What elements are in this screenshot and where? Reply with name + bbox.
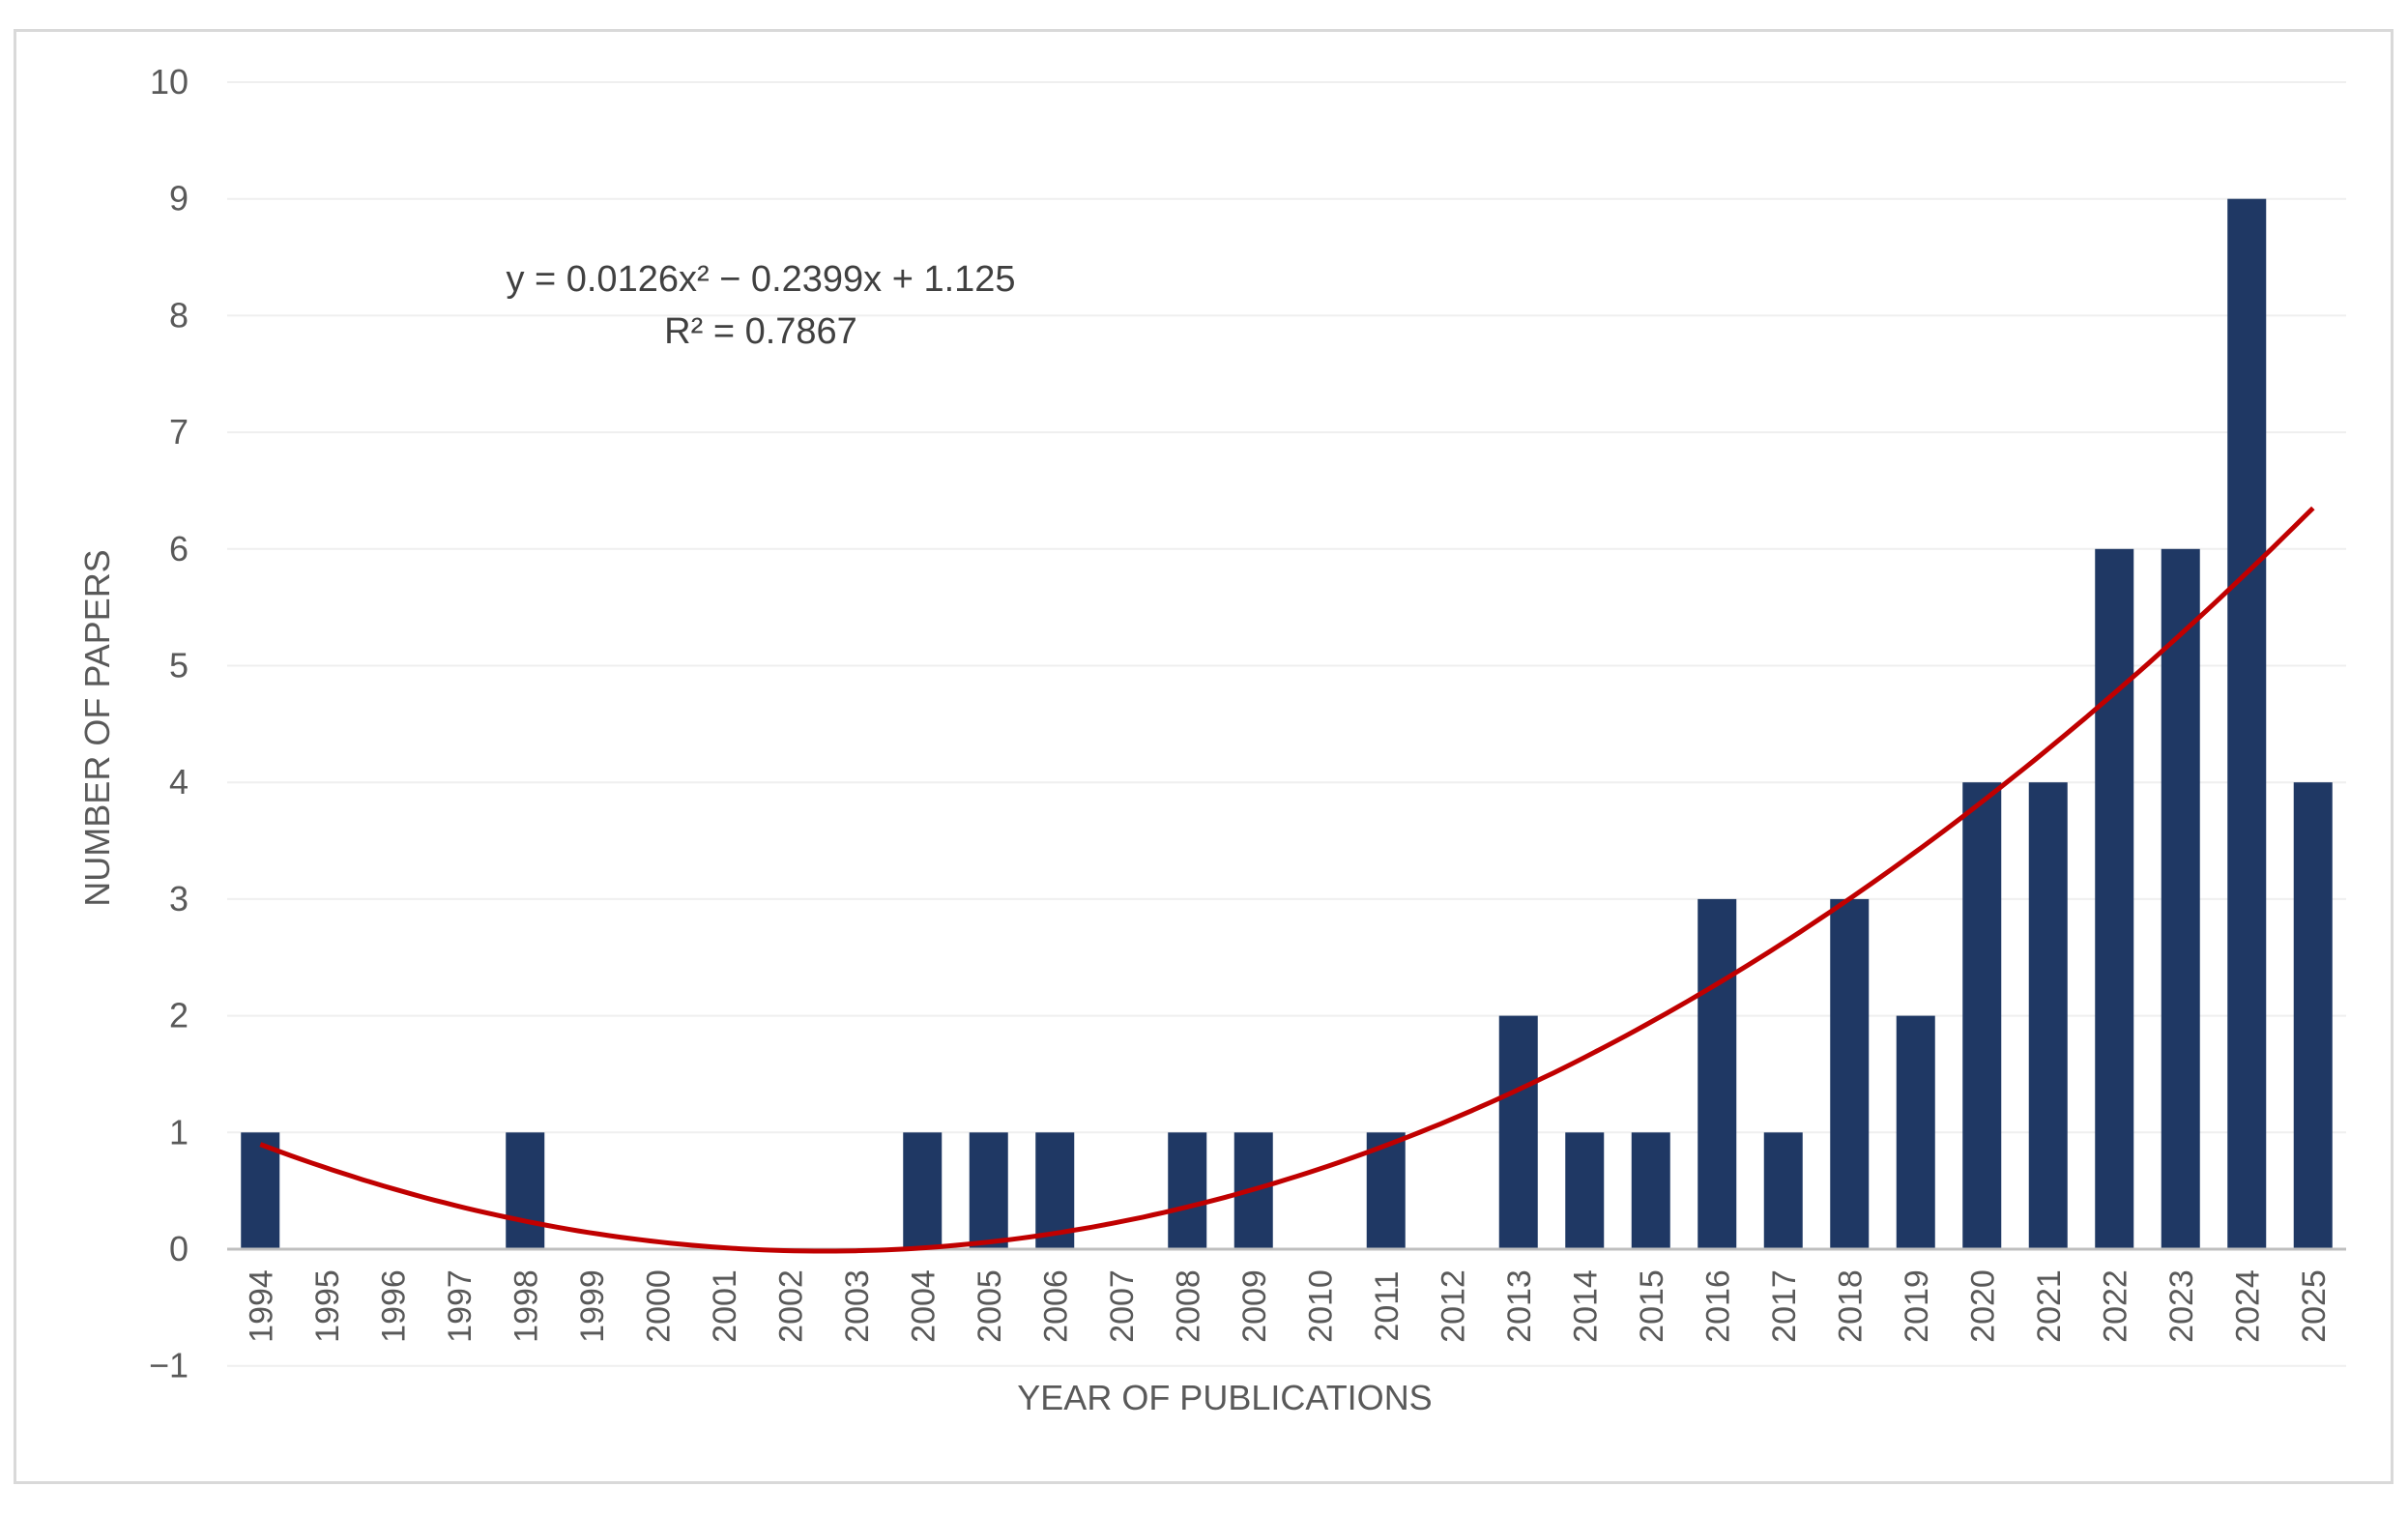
bar-2014 — [1565, 1132, 1605, 1249]
y-tick-label: −1 — [149, 1346, 189, 1385]
bar-chart: −1 0 1 2 3 4 5 6 7 8 9 10 1994 1995 1996 1997 1998 1999 2… — [77, 62, 2346, 1417]
x-tick-label: 1997 — [442, 1269, 479, 1343]
x-tick-label: 2005 — [972, 1269, 1008, 1343]
x-tick-label: 2019 — [1899, 1269, 1935, 1343]
x-tick-label: 1996 — [375, 1269, 412, 1343]
x-tick-label: 2016 — [1699, 1269, 1736, 1343]
x-tick-label: 2014 — [1567, 1269, 1604, 1343]
y-tick-label: 3 — [169, 879, 189, 918]
bar-2017 — [1763, 1132, 1803, 1249]
x-tick-label: 2000 — [640, 1269, 677, 1343]
bar-2013 — [1498, 1015, 1538, 1249]
trendline — [259, 506, 2315, 1254]
x-tick-label: 2001 — [707, 1269, 743, 1343]
bar-2024 — [2227, 198, 2267, 1250]
x-tick-label: 2003 — [839, 1269, 876, 1343]
x-tick-label: 2021 — [2031, 1269, 2068, 1343]
gridlines — [227, 81, 2346, 1367]
trendline-equation: y = 0.0126x² − 0.2399x + 1.125 — [506, 259, 1015, 300]
x-tick-label: 2002 — [772, 1269, 809, 1343]
y-tick-label: 0 — [169, 1229, 189, 1268]
x-tick-label: 2025 — [2296, 1269, 2333, 1343]
bar-2021 — [2028, 782, 2068, 1249]
y-tick-label: 8 — [169, 295, 189, 335]
x-tick-label: 2012 — [1435, 1269, 1471, 1343]
y-tick-label: 6 — [169, 529, 189, 568]
bar-2020 — [1962, 782, 2002, 1249]
x-tick-label: 1994 — [243, 1269, 279, 1343]
bars — [241, 198, 2333, 1250]
y-tick-label: 9 — [169, 179, 189, 219]
x-tick-label: 1998 — [508, 1269, 544, 1343]
y-axis-title: NUMBER OF PAPERS — [77, 549, 117, 906]
bar-2016 — [1697, 898, 1737, 1249]
bar-2008 — [1168, 1132, 1207, 1249]
y-tick-label: 5 — [169, 646, 189, 685]
bar-2022 — [2095, 548, 2134, 1249]
x-tick-label: 2008 — [1170, 1269, 1206, 1343]
x-tick-label: 2007 — [1104, 1269, 1141, 1343]
x-tick-label: 2009 — [1236, 1269, 1273, 1343]
x-tick-label: 2017 — [1766, 1269, 1803, 1343]
bar-1998 — [506, 1132, 545, 1249]
bar-2015 — [1631, 1132, 1670, 1249]
bar-2004 — [903, 1132, 943, 1249]
bar-2018 — [1830, 898, 1870, 1249]
y-tick-label: 4 — [169, 762, 189, 802]
trendline-r-squared: R² = 0.7867 — [664, 311, 857, 352]
x-tick-label: 2015 — [1634, 1269, 1670, 1343]
x-tick-label: 1995 — [309, 1269, 346, 1343]
x-tick-labels: 1994 1995 1996 1997 1998 1999 2000 2001 2002 2003… — [243, 1269, 2333, 1343]
x-tick-label: 2023 — [2163, 1269, 2200, 1343]
bar-2023 — [2161, 548, 2200, 1249]
chart-frame: −1 0 1 2 3 4 5 6 7 8 9 10 1994 1995 1996 1997 1998 1999 2… — [14, 29, 2393, 1484]
x-tick-label: 2013 — [1501, 1269, 1538, 1343]
bar-2005 — [969, 1132, 1008, 1249]
x-tick-label: 2020 — [1964, 1269, 2001, 1343]
y-tick-label: 2 — [169, 996, 189, 1035]
x-tick-label: 2018 — [1832, 1269, 1869, 1343]
y-tick-label: 1 — [169, 1112, 189, 1152]
x-tick-label: 1999 — [574, 1269, 611, 1343]
x-tick-label: 2006 — [1037, 1269, 1074, 1343]
x-tick-label: 2004 — [905, 1269, 942, 1343]
y-tick-labels: −1 0 1 2 3 4 5 6 7 8 9 10 — [149, 62, 189, 1385]
bar-1994 — [241, 1132, 280, 1249]
bar-2025 — [2293, 782, 2333, 1249]
y-tick-label: 10 — [150, 62, 189, 102]
bar-2019 — [1896, 1015, 1935, 1249]
x-tick-label: 2022 — [2097, 1269, 2133, 1343]
x-tick-label: 2010 — [1302, 1269, 1339, 1343]
x-tick-label: 2024 — [2229, 1269, 2266, 1343]
y-tick-label: 7 — [169, 412, 189, 452]
x-axis-title: YEAR OF PUBLICATIONS — [1017, 1378, 1432, 1417]
x-tick-label: 2011 — [1369, 1270, 1406, 1341]
